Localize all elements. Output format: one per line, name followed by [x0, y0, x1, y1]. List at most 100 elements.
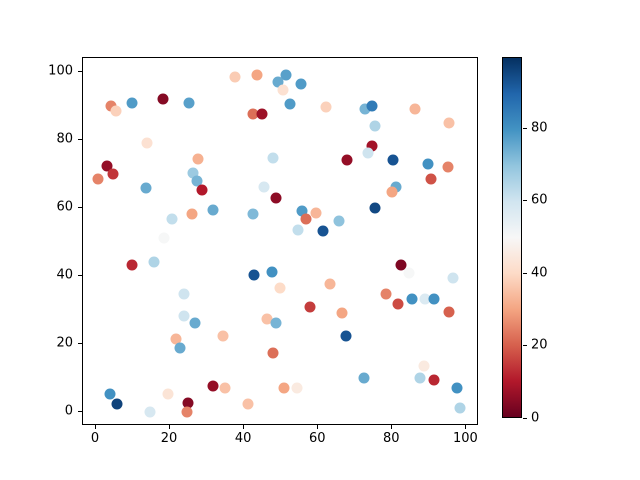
scatter-point	[229, 71, 240, 83]
y-axis-tick-label: 0	[64, 403, 73, 419]
scatter-point	[366, 100, 378, 112]
scatter-point	[181, 406, 193, 418]
scatter-point	[267, 152, 279, 164]
colorbar-tick	[523, 345, 527, 347]
y-axis-tick-label: 80	[56, 131, 73, 147]
scatter-point	[247, 208, 259, 220]
y-axis-tick	[78, 411, 82, 413]
scatter-point	[107, 168, 119, 180]
x-axis-tick-label: 20	[160, 431, 178, 446]
scatter-point	[186, 208, 198, 220]
scatter-point	[425, 173, 437, 185]
scatter-point	[414, 372, 426, 384]
x-axis-tick	[317, 425, 319, 429]
scatter-point	[266, 266, 278, 278]
scatter-point	[92, 173, 104, 185]
scatter-point	[386, 186, 398, 198]
scatter-point	[251, 69, 263, 81]
scatter-point	[256, 108, 268, 120]
scatter-point	[258, 181, 270, 193]
scatter-point	[105, 100, 117, 112]
scatter-point	[111, 398, 123, 410]
scatter-point	[418, 360, 430, 372]
y-axis-tick	[78, 275, 82, 276]
scatter-point	[126, 97, 138, 109]
scatter-point	[409, 103, 421, 115]
scatter-point	[217, 330, 229, 342]
scatter-point	[310, 207, 322, 219]
colorbar-tick	[523, 272, 527, 274]
colorbar-tick-label: 60	[531, 192, 548, 208]
scatter-point	[443, 306, 455, 318]
scatter-point	[447, 272, 459, 284]
scatter-point	[189, 317, 201, 329]
scatter-point	[292, 224, 304, 236]
x-axis-tick-label: 40	[234, 431, 252, 446]
x-axis-tick-label: 100	[452, 431, 478, 446]
scatter-point	[419, 293, 431, 305]
scatter-point	[395, 259, 407, 271]
scatter-point	[403, 267, 415, 279]
scatter-point	[178, 310, 190, 322]
x-axis-tick-label: 60	[308, 431, 326, 446]
scatter-point	[242, 398, 254, 410]
y-axis-tick	[78, 70, 82, 72]
scatter-point	[362, 147, 374, 159]
y-axis-tick-label: 60	[56, 199, 73, 215]
scatter-point	[390, 181, 402, 193]
x-axis-tick-label: 80	[383, 431, 400, 446]
scatter-point	[140, 182, 152, 194]
scatter-point	[207, 204, 219, 216]
scatter-point	[261, 313, 273, 325]
scatter-point	[454, 402, 466, 414]
scatter-point	[270, 192, 282, 204]
scatter-point	[277, 84, 289, 96]
y-axis-tick-label: 40	[56, 267, 73, 283]
scatter-point	[101, 160, 113, 172]
x-axis-tick	[391, 425, 393, 429]
colorbar	[502, 57, 522, 418]
scatter-point	[248, 269, 260, 281]
x-axis-tick	[465, 425, 467, 429]
scatter-point	[191, 175, 203, 187]
scatter-point	[442, 161, 454, 173]
scatter-point	[359, 103, 371, 115]
colorbar-tick-label: 80	[531, 120, 548, 136]
scatter-point	[274, 282, 286, 294]
scatter-point	[280, 69, 292, 81]
scatter-point	[284, 98, 296, 110]
scatter-point	[104, 388, 116, 400]
colorbar-tick-label: 20	[531, 337, 548, 353]
scatter-point	[148, 256, 160, 268]
scatter-point	[300, 213, 312, 225]
scatter-point	[443, 117, 455, 129]
scatter-point	[178, 288, 190, 300]
scatter-point	[324, 278, 336, 290]
x-axis-tick-label: 0	[90, 431, 100, 446]
scatter-point	[333, 215, 345, 227]
colorbar-tick	[523, 127, 527, 129]
scatter-point	[320, 101, 332, 113]
scatter-point	[219, 382, 231, 394]
scatter-point	[295, 78, 307, 90]
scatter-point	[341, 154, 353, 166]
y-axis-tick	[78, 206, 82, 208]
x-axis-tick	[94, 425, 96, 429]
scatter-point	[369, 120, 381, 132]
scatter-point	[380, 288, 392, 300]
scatter-point	[406, 293, 418, 305]
scatter-point	[267, 347, 279, 359]
colorbar-tick-label: 40	[531, 265, 548, 281]
scatter-point	[392, 298, 403, 310]
scatter-point	[340, 330, 352, 342]
scatter-point	[428, 293, 440, 305]
scatter-point	[451, 382, 463, 394]
colorbar-tick	[523, 200, 527, 202]
scatter-point	[366, 140, 378, 152]
scatter-point	[358, 372, 370, 384]
scatter-point	[126, 259, 138, 271]
scatter-point	[196, 184, 208, 196]
scatter-point	[187, 167, 199, 179]
scatter-point	[296, 205, 308, 217]
